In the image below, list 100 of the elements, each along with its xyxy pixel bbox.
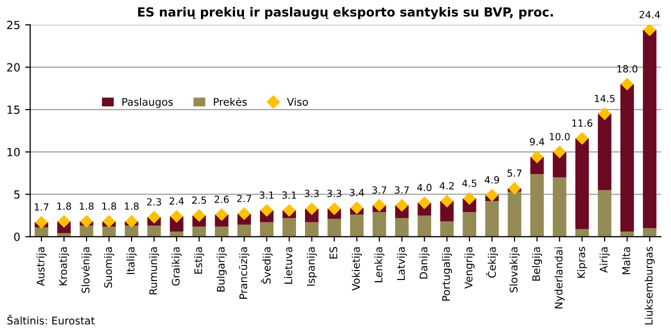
point <box>283 204 296 216</box>
legend-label: Viso <box>286 98 308 106</box>
data-label: 1.8 <box>80 202 94 210</box>
bar <box>598 190 612 237</box>
data-label: 3.3 <box>304 190 319 198</box>
bar <box>508 192 522 237</box>
data-label: 4.5 <box>462 180 476 187</box>
point <box>170 210 183 222</box>
x-tick-label: Nyderlandai <box>554 247 565 308</box>
y-tick-label: 20 <box>7 63 20 72</box>
bar <box>462 212 476 237</box>
point <box>440 194 454 208</box>
y-tick-label: 5 <box>14 190 20 199</box>
bar <box>395 218 409 237</box>
x-tick-label: Prancūzija <box>239 247 250 299</box>
point <box>621 78 634 90</box>
bar <box>102 226 116 237</box>
data-label: 2.5 <box>192 196 206 204</box>
point <box>80 215 93 228</box>
x-tick-label: Lietuva <box>284 247 292 284</box>
point <box>598 108 611 120</box>
point <box>644 24 656 36</box>
data-label: 1.7 <box>34 203 48 211</box>
point <box>35 216 48 228</box>
bar <box>214 226 228 237</box>
data-label: 3.4 <box>350 188 364 196</box>
bar <box>124 226 138 237</box>
data-label: 10.0 <box>550 132 570 140</box>
point <box>238 208 250 220</box>
bar <box>305 222 319 237</box>
x-tick-label: Malta <box>622 247 630 274</box>
x-tick-label: ES <box>329 246 338 259</box>
data-label: 1.8 <box>57 202 72 210</box>
bar <box>552 177 566 237</box>
point <box>102 215 116 228</box>
bar <box>282 218 296 237</box>
y-tick-label: 15 <box>8 106 20 114</box>
data-label: 2.7 <box>237 194 252 202</box>
x-tick-label: Kroatija <box>58 247 70 286</box>
point <box>306 202 318 215</box>
x-tick-label: Kipras <box>577 246 588 278</box>
x-tick-label: Estija <box>194 247 204 274</box>
x-tick-label: Rumunija <box>149 247 160 294</box>
data-label: 18.0 <box>617 65 638 73</box>
data-label: 5.7 <box>508 170 522 177</box>
data-label: 24.4 <box>640 10 660 18</box>
data-label: 3.1 <box>282 191 296 199</box>
x-tick-label: Švedija <box>260 247 273 284</box>
data-label: 11.6 <box>572 119 592 127</box>
bar <box>575 138 589 230</box>
chart-title: ES narių prekių ir paslaugų eksporto santykis su BVP, proc. <box>138 6 553 20</box>
data-label: 3.1 <box>260 191 274 199</box>
y-tick-label: 10 <box>8 148 20 156</box>
data-label: 3.3 <box>327 190 342 198</box>
x-tick-label: Austrija <box>36 247 46 286</box>
bar <box>575 229 589 237</box>
x-tick-label: Suomija <box>104 247 114 288</box>
data-label: 14.5 <box>594 94 615 102</box>
bar <box>237 224 251 237</box>
data-label: 4.0 <box>417 184 432 192</box>
point <box>216 208 228 221</box>
bar <box>80 226 94 237</box>
data-label: 3.7 <box>372 186 386 194</box>
x-tick-label: Lenkija <box>374 247 384 282</box>
point <box>553 146 566 158</box>
x-tick-label: Italija <box>126 247 137 274</box>
x-tick-label: Graikija <box>172 247 182 286</box>
data-label: 4.9 <box>484 176 500 184</box>
x-tick-label: Airija <box>600 247 610 273</box>
x-tick-label: Latvija <box>396 247 407 280</box>
x-tick-label: Portugalija <box>442 247 452 301</box>
x-tick-label: Čekija <box>486 247 498 278</box>
data-label: 2.3 <box>147 198 162 206</box>
bar <box>440 221 454 237</box>
point <box>463 192 476 205</box>
y-tick-label: 0 <box>14 232 20 242</box>
bar <box>147 226 161 237</box>
point <box>418 196 431 209</box>
bar <box>485 201 499 237</box>
bar <box>418 215 432 237</box>
bar <box>642 30 656 228</box>
point <box>350 202 363 214</box>
x-tick-label: Bulgarija <box>216 247 227 292</box>
bar <box>34 227 48 237</box>
bar <box>620 84 634 232</box>
legend-label: Paslaugos <box>122 98 173 108</box>
bar <box>350 214 364 237</box>
point <box>58 215 70 228</box>
bar <box>598 114 612 190</box>
x-tick-label: Slovėnija <box>81 247 92 293</box>
x-tick-label: Belgija <box>532 247 542 281</box>
data-label: 1.8 <box>124 202 139 210</box>
point <box>125 215 138 228</box>
point <box>328 202 340 215</box>
data-label: 9.4 <box>530 138 544 146</box>
point <box>530 150 544 164</box>
point <box>396 199 408 212</box>
bar <box>530 174 544 237</box>
point <box>486 189 498 202</box>
point <box>508 182 521 194</box>
